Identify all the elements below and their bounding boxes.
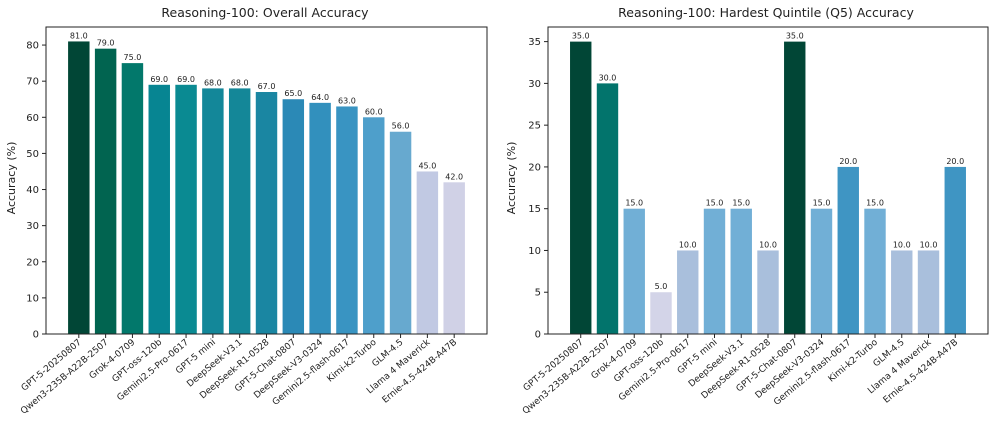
overall-accuracy-chart: Reasoning-100: Overall Accuracy Accuracy… [5, 5, 488, 417]
plot-frame [547, 26, 989, 335]
data-label: 65.0 [284, 89, 302, 98]
data-label: 67.0 [258, 82, 276, 91]
bar [309, 102, 331, 334]
data-label: 75.0 [124, 53, 142, 62]
chart-title: Reasoning-100: Overall Accuracy [161, 5, 369, 20]
data-label: 69.0 [177, 75, 195, 84]
data-label: 68.0 [231, 78, 249, 87]
data-label: 20.0 [946, 157, 964, 166]
y-tick-label: 15 [528, 204, 541, 215]
bar [650, 292, 672, 334]
data-label: 15.0 [813, 199, 831, 208]
bar [202, 88, 224, 335]
data-label: 69.0 [150, 75, 168, 84]
bar [175, 84, 197, 334]
bar [363, 117, 385, 334]
data-label: 10.0 [679, 240, 697, 249]
bar [121, 63, 144, 334]
bar [944, 166, 966, 334]
data-label: 42.0 [445, 172, 463, 181]
data-label: 35.0 [572, 32, 590, 41]
y-tick-label: 50 [26, 149, 39, 160]
y-ticks: 0 10 20 30 40 50 60 70 80 [26, 41, 46, 341]
data-label: 15.0 [706, 199, 724, 208]
bar [703, 208, 726, 334]
data-label: 30.0 [599, 73, 617, 82]
data-label: 15.0 [866, 199, 884, 208]
bar [282, 99, 305, 334]
data-label: 81.0 [70, 31, 88, 40]
bar [864, 208, 886, 334]
data-label: 10.0 [893, 240, 911, 249]
data-label: 15.0 [732, 199, 750, 208]
bar [94, 48, 117, 334]
bar [891, 250, 913, 334]
bar [255, 92, 278, 334]
bar [837, 166, 859, 334]
y-tick-label: 0 [33, 330, 39, 341]
chart-title: Reasoning-100: Hardest Quintile (Q5) Acc… [618, 5, 914, 20]
y-tick-label: 10 [26, 293, 39, 304]
bar [623, 208, 645, 334]
bar [148, 84, 170, 334]
bar [443, 182, 465, 334]
y-ticks: 0 5 10 15 20 25 30 35 [528, 37, 548, 341]
q5-accuracy-chart: Reasoning-100: Hardest Quintile (Q5) Acc… [505, 5, 989, 417]
x-ticks: GPT-5-20250807Qwen3-235B-A22B-2507Grok-4… [19, 334, 459, 417]
data-label: 15.0 [625, 199, 643, 208]
bar [389, 131, 412, 334]
bar [416, 171, 439, 334]
data-label: 60.0 [365, 107, 383, 116]
y-tick-label: 0 [535, 330, 541, 341]
data-label: 20.0 [839, 157, 857, 166]
data-label: 64.0 [311, 93, 329, 102]
y-tick-label: 80 [26, 41, 39, 52]
plot-frame [45, 26, 488, 335]
y-tick-label: 30 [26, 221, 39, 232]
bar [228, 88, 251, 335]
bar [596, 83, 619, 334]
bar [757, 250, 779, 334]
data-label: 79.0 [97, 39, 115, 48]
bar [68, 41, 90, 335]
y-tick-label: 30 [528, 79, 541, 90]
bar [336, 106, 358, 334]
bars: 81.0 79.0 75.0 69.0 69.0 68.0 68.0 67.0 65.0 64.0… [68, 31, 465, 335]
data-label: 63.0 [338, 96, 356, 105]
y-tick-label: 40 [26, 185, 39, 196]
y-tick-label: 20 [26, 257, 39, 268]
data-label: 68.0 [204, 78, 222, 87]
data-label: 5.0 [655, 282, 668, 291]
data-label: 35.0 [786, 32, 804, 41]
data-label: 10.0 [759, 240, 777, 249]
y-tick-label: 60 [26, 113, 39, 124]
y-tick-label: 70 [26, 77, 39, 88]
y-tick-label: 25 [528, 121, 541, 132]
y-tick-label: 35 [528, 37, 541, 48]
y-tick-label: 5 [535, 288, 541, 299]
bar [730, 208, 752, 334]
bar [784, 41, 806, 334]
bar [917, 250, 940, 334]
data-label: 56.0 [392, 122, 410, 131]
bar [570, 41, 592, 334]
data-label: 10.0 [920, 240, 938, 249]
bar [810, 208, 833, 334]
y-tick-label: 20 [528, 162, 541, 173]
data-label: 45.0 [418, 161, 436, 170]
y-tick-label: 10 [528, 246, 541, 257]
bar [677, 250, 699, 334]
y-axis-label: Accuracy (%) [505, 142, 518, 215]
x-ticks: GPT-5-20250807Qwen3-235B-A22B-2507Grok-4… [521, 334, 960, 417]
bars: 35.0 30.0 15.0 5.0 10.0 15.0 15.0 10.0 35.0 15.0 2… [570, 32, 966, 334]
y-axis-label: Accuracy (%) [5, 142, 18, 215]
